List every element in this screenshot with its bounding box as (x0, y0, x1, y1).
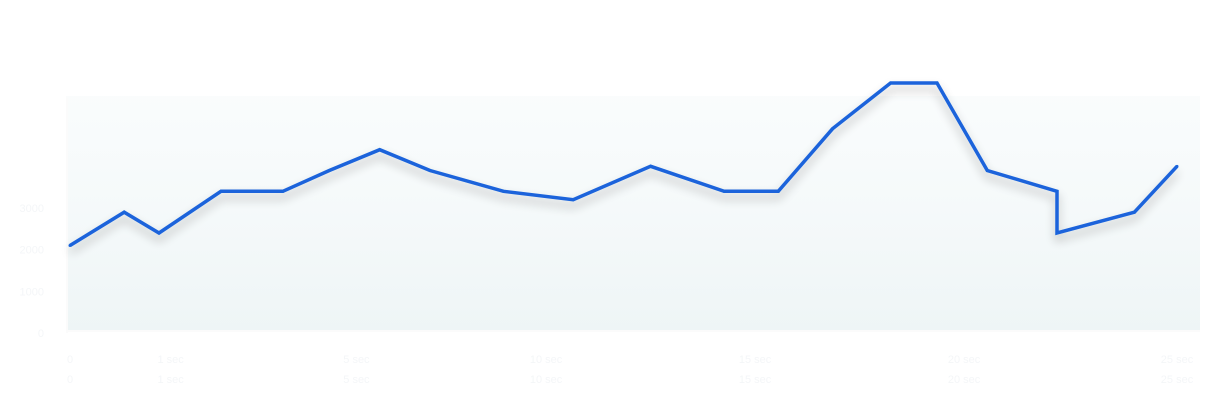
data-point (1055, 231, 1059, 235)
data-point (571, 198, 575, 202)
plot-area-background (66, 96, 1200, 332)
x-tick-label-top: 15 sec (739, 354, 772, 366)
y-tick-label: 2000 (20, 245, 44, 257)
x-tick-label-bottom: 0 (67, 374, 73, 386)
data-point (219, 189, 223, 193)
data-point (122, 210, 126, 214)
x-tick-label-top: 1 sec (157, 354, 184, 366)
series-layer (68, 81, 1179, 247)
data-point (68, 244, 72, 247)
y-tick-label: 0 (38, 328, 44, 340)
x-tick-label-bottom: 15 sec (739, 374, 772, 386)
y-tick-label: 3000 (20, 203, 44, 215)
x-tick-label-bottom: 20 sec (948, 374, 981, 386)
data-point (378, 148, 382, 152)
data-point (327, 169, 331, 172)
x-tick-label-top: 0 (67, 354, 73, 366)
x-tick-label-bottom: 10 sec (530, 374, 563, 386)
x-tick-label-top: 20 sec (948, 354, 981, 366)
data-point (889, 81, 893, 85)
data-point (157, 231, 161, 235)
y-tick-label: 1000 (20, 286, 44, 298)
data-point (722, 189, 726, 193)
data-point (831, 127, 835, 131)
x-tick-label-bottom: 25 sec (1161, 374, 1194, 386)
x-tick-label-top: 25 sec (1161, 354, 1194, 366)
data-point (1132, 210, 1136, 214)
data-point (776, 189, 780, 193)
data-point (502, 189, 506, 193)
x-tick-label-top: 5 sec (343, 354, 370, 366)
x-tick-label-bottom: 5 sec (343, 374, 370, 386)
x-axis-tick-labels: 0 0 1 sec 1 sec 5 sec 5 sec 10 sec 10 sec 15 sec… (67, 354, 1194, 386)
data-point (935, 81, 939, 85)
data-point (985, 169, 989, 172)
y-axis-tick-labels: 0 1000 2000 3000 (20, 203, 44, 340)
x-tick-label-top: 10 sec (530, 354, 563, 366)
data-point (281, 189, 285, 193)
axes (65, 98, 1200, 334)
data-point (649, 164, 653, 168)
x-tick-label-bottom: 1 sec (157, 374, 184, 386)
data-point (428, 169, 432, 172)
data-point (1055, 189, 1059, 193)
data-point (1175, 164, 1179, 168)
